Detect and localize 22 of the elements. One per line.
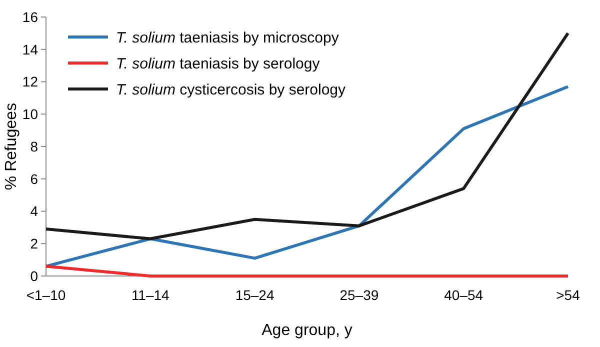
x-tick-label: 40–54 (444, 287, 484, 303)
y-tick-label: 0 (30, 268, 38, 284)
y-axis-title: % Refugees (3, 102, 20, 190)
y-tick-label: 8 (30, 138, 38, 154)
legend-label: T. solium taeniasis by serology (116, 55, 320, 72)
x-axis-title: Age group, y (262, 322, 352, 339)
x-tick-label: 11–14 (131, 287, 170, 303)
x-tick-label: <1–10 (26, 287, 66, 303)
y-tick-label: 6 (30, 170, 38, 187)
legend-label: T. solium taeniasis by microscopy (116, 29, 340, 46)
y-tick-label: 10 (22, 106, 38, 122)
y-tick-label: 2 (30, 236, 38, 252)
line-series (44, 32, 570, 240)
legend-label: T. solium cysticercosis by serology (116, 81, 346, 98)
x-tick-label: >54 (556, 287, 580, 303)
y-tick-label: 14 (22, 41, 38, 58)
y-tick-label: 12 (22, 74, 38, 90)
line-series (44, 85, 570, 268)
y-tick-label: 16 (22, 8, 38, 25)
x-tick-label: 25–39 (340, 287, 379, 303)
y-tick-label: 4 (30, 203, 38, 220)
x-tick-label: 15–24 (235, 287, 274, 303)
